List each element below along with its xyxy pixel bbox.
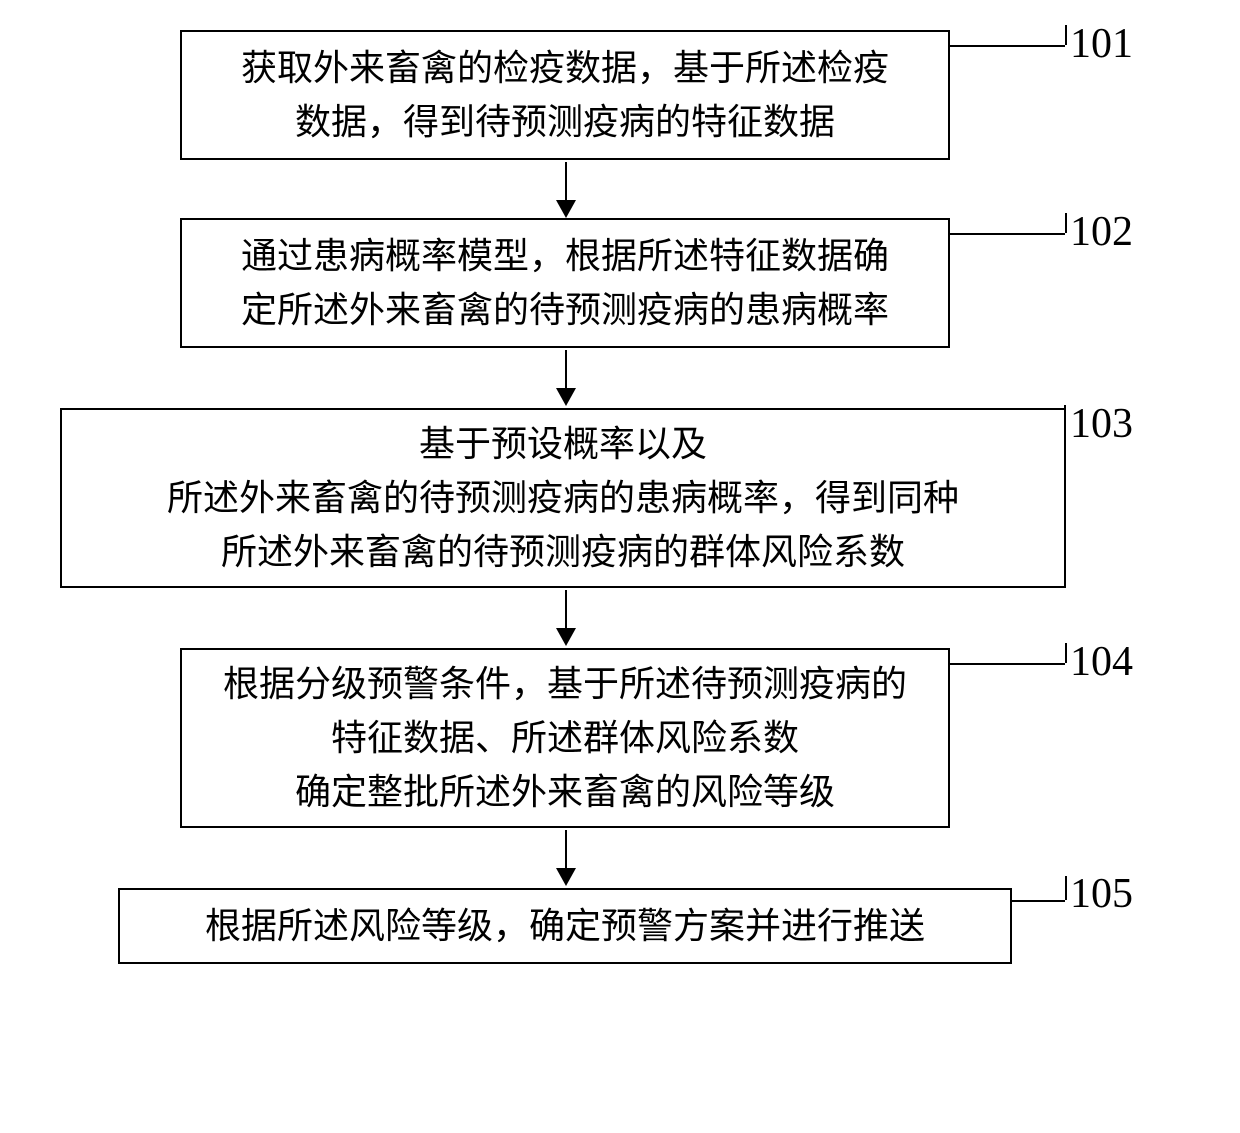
- arrow-3-4: [540, 590, 592, 646]
- callout-line-4h: [950, 663, 1065, 665]
- callout-line-1h: [950, 45, 1065, 47]
- callout-line-2v: [1065, 213, 1067, 233]
- flow-node-3: 基于预设概率以及所述外来畜禽的待预测疫病的患病概率，得到同种所述外来畜禽的待预测…: [60, 408, 1066, 588]
- callout-line-2h: [950, 233, 1065, 235]
- flow-node-1: 获取外来畜禽的检疫数据，基于所述检疫数据，得到待预测疫病的特征数据: [180, 30, 950, 160]
- node-2-text: 通过患病概率模型，根据所述特征数据确定所述外来畜禽的待预测疫病的患病概率: [241, 229, 889, 337]
- callout-line-5h: [1012, 900, 1065, 902]
- node-3-label: 103: [1070, 400, 1133, 448]
- callout-line-4v: [1065, 643, 1067, 663]
- node-2-label: 102: [1070, 208, 1133, 256]
- callout-line-3v: [1064, 405, 1066, 427]
- arrow-1-2: [540, 162, 592, 218]
- node-4-label: 104: [1070, 638, 1133, 686]
- flow-node-2: 通过患病概率模型，根据所述特征数据确定所述外来畜禽的待预测疫病的患病概率: [180, 218, 950, 348]
- node-4-text: 根据分级预警条件，基于所述待预测疫病的特征数据、所述群体风险系数确定整批所述外来…: [223, 657, 907, 819]
- arrow-2-3: [540, 350, 592, 406]
- flow-node-5: 根据所述风险等级，确定预警方案并进行推送: [118, 888, 1012, 964]
- node-5-label: 105: [1070, 870, 1133, 918]
- arrow-4-5: [540, 830, 592, 886]
- node-1-label: 101: [1070, 20, 1133, 68]
- node-3-text: 基于预设概率以及所述外来畜禽的待预测疫病的患病概率，得到同种所述外来畜禽的待预测…: [167, 417, 959, 579]
- node-5-text: 根据所述风险等级，确定预警方案并进行推送: [205, 899, 925, 953]
- flow-node-4: 根据分级预警条件，基于所述待预测疫病的特征数据、所述群体风险系数确定整批所述外来…: [180, 648, 950, 828]
- callout-line-5v: [1065, 876, 1067, 900]
- callout-line-1v: [1065, 25, 1067, 45]
- node-1-text: 获取外来畜禽的检疫数据，基于所述检疫数据，得到待预测疫病的特征数据: [241, 41, 889, 149]
